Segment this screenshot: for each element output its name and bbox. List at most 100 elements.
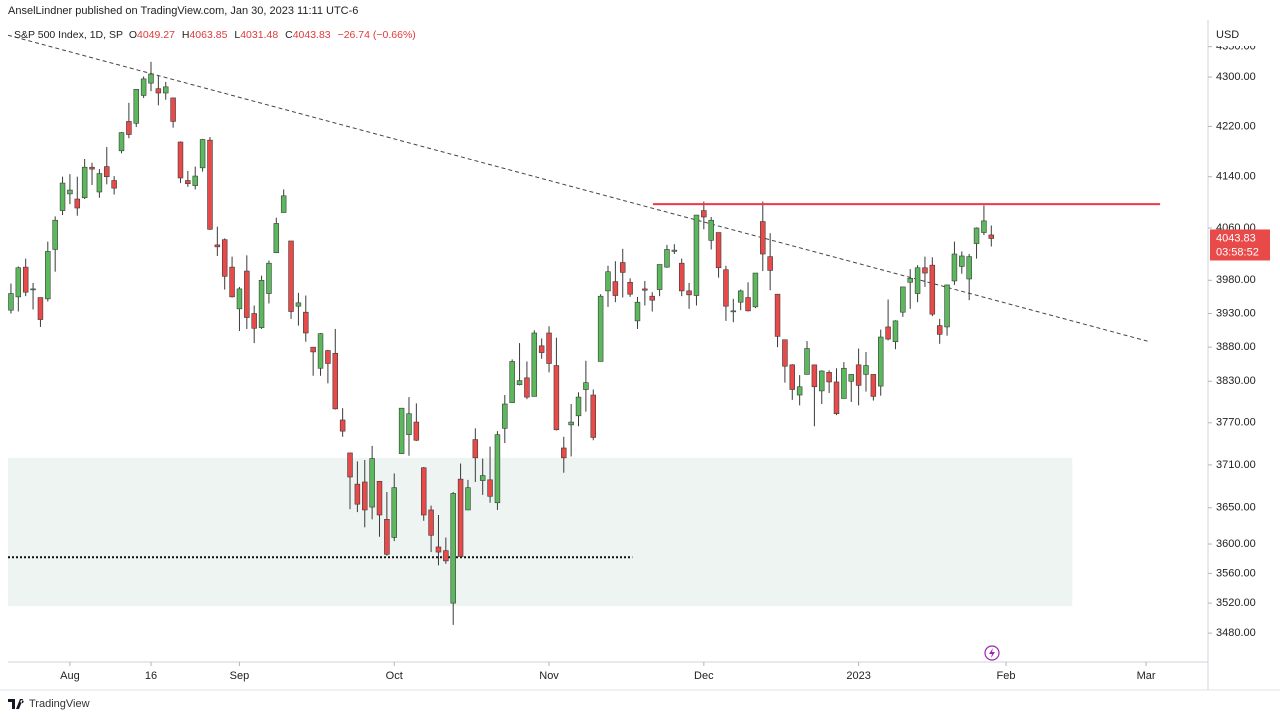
candle-body	[229, 266, 235, 298]
candle-body	[981, 220, 987, 233]
x-tick-label: Feb	[997, 670, 1016, 682]
candle-body	[568, 421, 574, 426]
x-tick-label: 16	[145, 670, 157, 682]
candle-body	[273, 223, 280, 254]
candle-body	[649, 295, 655, 301]
candle-body	[170, 97, 176, 122]
candle-body	[413, 421, 420, 441]
candle-body	[708, 219, 714, 241]
candle-body	[494, 434, 501, 504]
candle-body	[8, 293, 14, 311]
candle-body	[701, 210, 707, 218]
candle-body	[391, 487, 397, 538]
x-tick-label: Oct	[386, 670, 403, 682]
candle-body	[479, 475, 486, 481]
candle-body	[133, 88, 139, 124]
candle-body	[251, 313, 257, 329]
candle-body	[605, 271, 611, 292]
candle-body	[118, 132, 125, 152]
candle-body	[767, 256, 773, 271]
candle-body	[67, 189, 73, 195]
x-tick-label: Dec	[694, 670, 714, 682]
candle-body	[420, 467, 427, 516]
candle-body	[303, 311, 309, 334]
y-tick-label: 4140.00	[1216, 171, 1256, 183]
candle-body	[936, 325, 943, 335]
plot-area	[8, 34, 1161, 625]
candle-body	[597, 295, 604, 362]
candle-body	[914, 267, 921, 294]
currency: USD	[1216, 29, 1239, 41]
candle-body	[104, 166, 110, 178]
candle-body	[546, 332, 552, 364]
candle-body	[959, 255, 965, 267]
candle-body	[52, 219, 58, 250]
x-tick-label: Mar	[1137, 670, 1156, 682]
candle-body	[472, 439, 479, 459]
y-tick-label: 3560.00	[1216, 567, 1256, 579]
y-tick-label: 4220.00	[1216, 120, 1256, 132]
ohlc-label: O	[128, 29, 137, 41]
candle-body	[384, 519, 390, 555]
candle-body	[354, 483, 361, 505]
candle-body	[671, 249, 678, 252]
candle-body	[207, 139, 213, 230]
candle-body	[583, 382, 589, 390]
candle-body	[900, 286, 906, 313]
candle-body	[428, 509, 434, 536]
candle-body	[973, 227, 980, 244]
change: −26.74 (−0.66%)	[337, 29, 416, 41]
candle-body	[96, 173, 103, 193]
candle-body	[796, 386, 803, 396]
candle-body	[715, 232, 722, 269]
candle-body	[288, 240, 294, 312]
candle-body	[214, 244, 221, 248]
candle-body	[885, 326, 891, 340]
candle-body	[524, 377, 530, 398]
candle-body	[465, 487, 471, 511]
candle-body	[863, 365, 869, 375]
candle-body	[111, 180, 117, 189]
candle-body	[74, 198, 81, 209]
candle-body	[457, 478, 464, 557]
candle-body	[664, 249, 670, 268]
candle-body	[745, 297, 751, 312]
candle-body	[376, 480, 383, 516]
candle-body	[929, 264, 936, 315]
y-tick-label: 3520.00	[1216, 597, 1256, 609]
candle-body	[266, 262, 272, 294]
y-tick-label: 3880.00	[1216, 341, 1256, 353]
candle-body	[627, 281, 633, 295]
candle-body	[642, 288, 648, 291]
symbol: S&P 500 Index, 1D, SP	[14, 29, 123, 41]
candle-body	[339, 419, 346, 432]
candle-body	[450, 493, 456, 604]
lightning-icon	[984, 645, 1000, 661]
candle-body	[561, 447, 567, 459]
candle-body	[877, 336, 884, 387]
footer: TradingView	[8, 698, 90, 710]
candle-body	[487, 479, 493, 497]
candle-body	[678, 262, 685, 292]
candle-body	[620, 262, 626, 273]
candle-body	[870, 374, 877, 397]
x-tick-label: Aug	[60, 670, 80, 682]
y-tick-label: 3770.00	[1216, 417, 1256, 429]
legend: S&P 500 Index, 1D, SP O4049.27 H4063.85 …	[14, 29, 420, 41]
candle-body	[575, 396, 582, 417]
y-tick-label: 3650.00	[1216, 502, 1256, 514]
candle-body	[538, 345, 545, 353]
x-tick-label: Sep	[230, 670, 250, 682]
candle-body	[686, 290, 692, 296]
candle-body	[163, 86, 169, 94]
x-tick-label: 2023	[846, 670, 870, 682]
x-tick-label: Nov	[539, 670, 559, 682]
candle-body	[723, 269, 729, 307]
candle-body	[634, 301, 641, 322]
y-tick-label: 3600.00	[1216, 538, 1256, 550]
candle-body	[782, 339, 788, 367]
candle-body	[951, 253, 958, 282]
candle-body	[848, 374, 854, 382]
price-box	[1210, 229, 1270, 261]
candle-body	[855, 364, 862, 386]
